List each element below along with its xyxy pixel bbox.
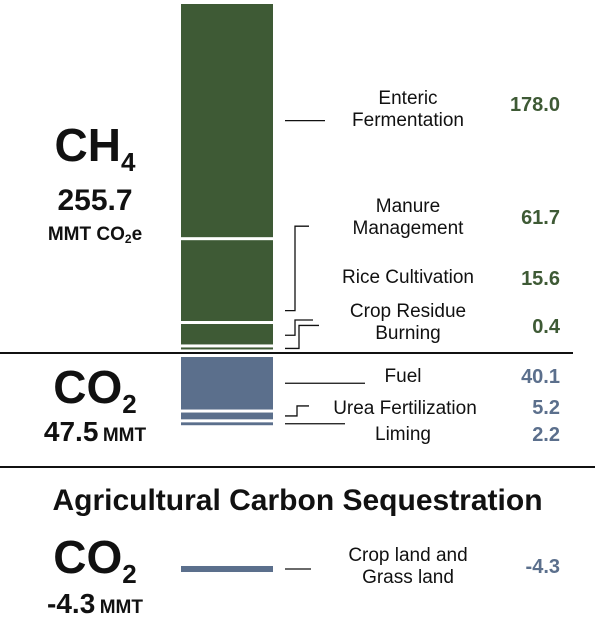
value-manure-management: 61.7 bbox=[521, 207, 560, 229]
value-rice-cultivation: 15.6 bbox=[521, 268, 560, 290]
value-liming: 2.2 bbox=[532, 424, 560, 446]
bar-crop-land-and-grass-land bbox=[181, 565, 273, 573]
bar-rice-cultivation bbox=[181, 324, 273, 345]
connector-rice-cultivation bbox=[285, 319, 313, 336]
value-fuel: 40.1 bbox=[521, 366, 560, 388]
divider-co2-seq bbox=[0, 466, 595, 468]
value-urea-fertilization: 5.2 bbox=[532, 397, 560, 419]
co2-total: 47.5 MMT bbox=[43, 416, 147, 447]
value-crop-residue-burning: 0.4 bbox=[532, 316, 560, 338]
label-crop-residue-burning: Crop Residue Burning bbox=[349, 301, 467, 344]
label-crop-land-grass-land: Crop land and Grass land bbox=[348, 545, 468, 588]
bar-liming bbox=[181, 422, 273, 426]
value-crop-land-grass-land: -4.3 bbox=[525, 556, 560, 578]
label-manure-management: Manure Management bbox=[352, 196, 464, 239]
bar-crop-residue-burning bbox=[181, 347, 273, 350]
seq-co2-formula: CO2 bbox=[53, 531, 137, 589]
sequestration-title: Agricultural Carbon Sequestration bbox=[52, 484, 543, 517]
label-rice-cultivation: Rice Cultivation bbox=[342, 267, 474, 288]
ch4-total: 255.7 bbox=[57, 184, 133, 217]
bar-fuel bbox=[181, 357, 273, 410]
value-enteric-fermentation: 178.0 bbox=[509, 94, 560, 116]
label-fuel: Fuel bbox=[384, 366, 422, 387]
connector-manure-management bbox=[285, 225, 309, 312]
bar-manure-management bbox=[181, 240, 273, 322]
co2-formula: CO2 bbox=[53, 361, 137, 419]
bar-urea-fertilization bbox=[181, 412, 273, 420]
ch4-formula: CH4 bbox=[54, 119, 136, 177]
bar-enteric-fermentation bbox=[181, 4, 273, 238]
label-enteric-fermentation: Enteric Fermentation bbox=[352, 88, 464, 131]
label-liming: Liming bbox=[375, 424, 431, 445]
label-urea-fertilization: Urea Fertilization bbox=[333, 398, 477, 419]
connector-crop-residue-burning bbox=[285, 324, 319, 350]
connector-urea-fertilization bbox=[285, 405, 309, 417]
divider-ch4-co2 bbox=[0, 352, 573, 354]
seq-total: -4.3 MMT bbox=[47, 588, 143, 619]
ch4-unit: MMT CO2e bbox=[47, 224, 143, 246]
